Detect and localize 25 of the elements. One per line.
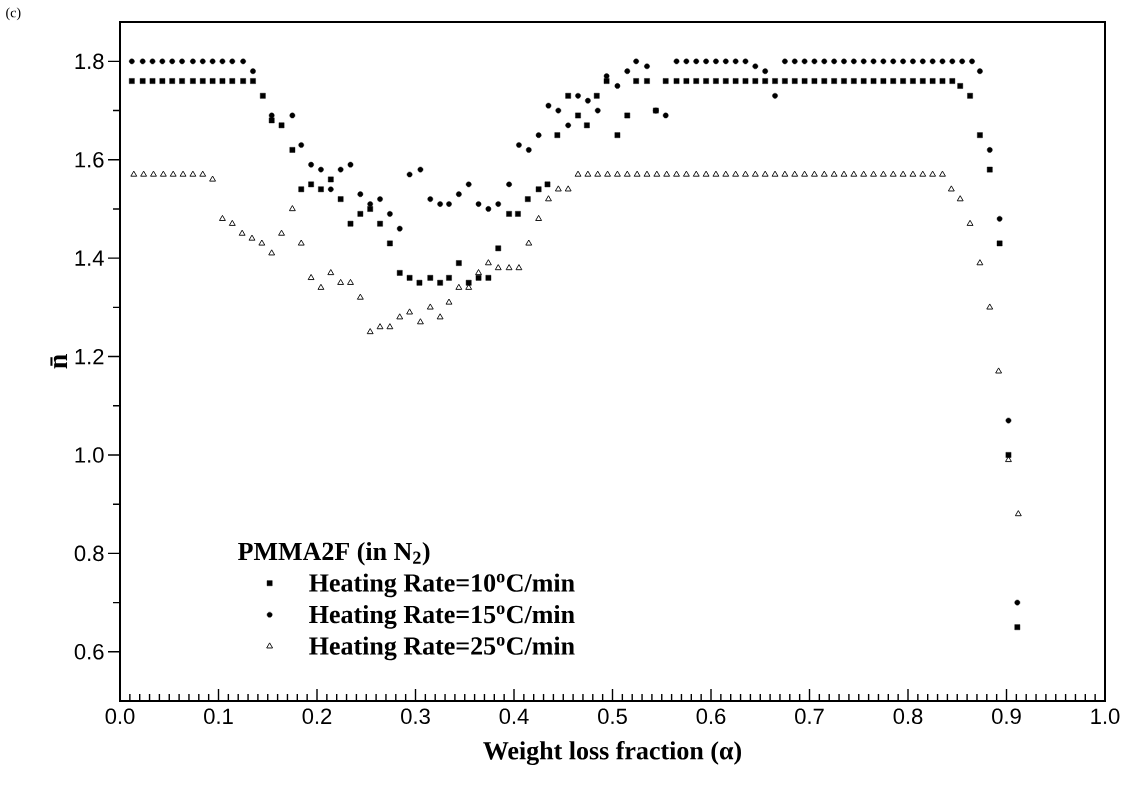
y-tick-label: 1.2 xyxy=(75,348,104,365)
legend-label: Heating Rate=15$^{o}$C/min xyxy=(309,604,575,629)
x-tick-label: 0.6 xyxy=(696,708,726,725)
x-tick-label: 0.4 xyxy=(499,708,529,725)
x-tick-label: 0.7 xyxy=(795,708,824,725)
y-tick-label: 1.4 xyxy=(75,250,104,266)
text: (c) xyxy=(6,7,21,21)
y-tick-label: 0.6 xyxy=(74,643,104,660)
x-tick-label: 0.9 xyxy=(992,708,1021,725)
y-tick-label: 1.8 xyxy=(75,53,104,70)
y-tick-label: 0.8 xyxy=(74,545,104,562)
y-tick-label: 1.6 xyxy=(75,151,104,168)
x-tick-label: 0.3 xyxy=(401,708,430,725)
legend-label: Heating Rate=25$^{o}$C/min xyxy=(309,636,575,661)
x-tick-label: 0.0 xyxy=(105,708,135,725)
legend-title: PMMA2F (in N$_{2}$) xyxy=(238,541,430,566)
x-axis-title: Weight loss fraction (α) xyxy=(483,740,741,766)
y-axis-title: n̄ xyxy=(50,354,68,369)
legend-label: Heating Rate=10$^{o}$C/min xyxy=(309,573,575,598)
y-tick-label: 1.0 xyxy=(75,447,104,463)
x-tick-label: 0.1 xyxy=(204,708,233,725)
x-tick-label: 0.2 xyxy=(302,708,332,725)
x-tick-label: 0.5 xyxy=(598,708,627,725)
x-tick-label: 1.0 xyxy=(1091,708,1120,725)
x-tick-label: 0.8 xyxy=(893,708,923,725)
